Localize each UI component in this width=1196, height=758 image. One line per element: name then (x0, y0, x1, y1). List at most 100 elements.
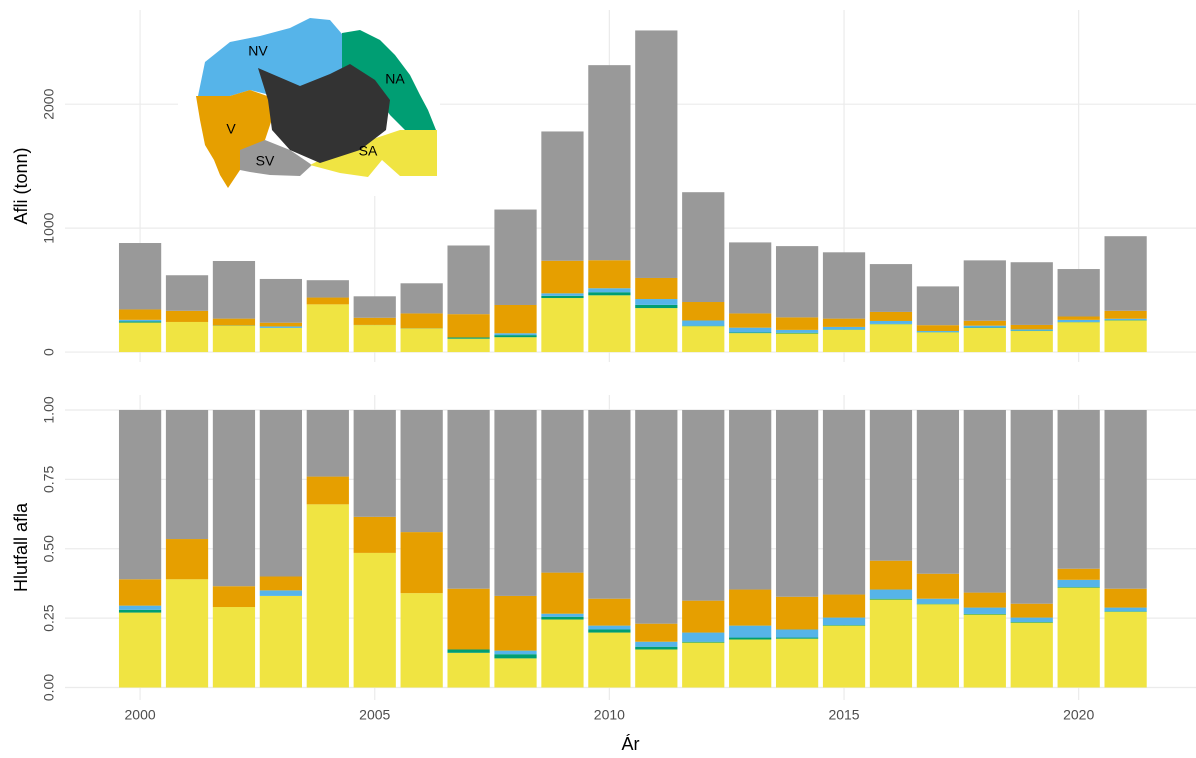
bar-segment (1010, 622, 1053, 688)
bar-segment (963, 409, 1006, 593)
y-tick-label: 0 (41, 348, 57, 356)
bar-segment (541, 295, 584, 299)
bar-segment (682, 192, 725, 303)
bar-segment (118, 612, 162, 688)
bar-segment (869, 599, 913, 688)
bar-segment (447, 649, 490, 653)
bar-segment (588, 409, 631, 599)
bar-segment (447, 337, 490, 339)
bar-segment (1010, 617, 1053, 623)
bar-segment (635, 409, 678, 624)
bar-segment (1010, 262, 1053, 325)
bar-segment (869, 320, 913, 324)
bar-segment (400, 328, 443, 353)
bar-segment (869, 598, 913, 600)
bar-segment (775, 637, 819, 639)
bar-segment (822, 625, 866, 626)
bar-segment (1010, 622, 1053, 623)
bar-segment (588, 65, 631, 261)
bar-segment (118, 243, 162, 310)
bar-segment (259, 590, 302, 596)
bar-segment (775, 596, 819, 630)
y-tick-label: 0.25 (41, 604, 57, 631)
bar-segment (447, 314, 490, 338)
bar-segment (963, 327, 1006, 353)
map-label: SA (359, 143, 378, 159)
bar-segment (869, 311, 913, 321)
bar-segment (400, 283, 443, 314)
y-tick-label: 0.00 (41, 674, 57, 701)
bar-segment (635, 646, 678, 650)
bar-segment (212, 325, 256, 353)
bar-segment (1057, 579, 1100, 588)
bar-segment (822, 252, 866, 319)
bar-segment (118, 309, 162, 320)
bar-segment (259, 327, 302, 353)
bar-segment (165, 275, 209, 311)
plots: 0 1000 2000 Afli (tonn) 2000 2005 2010 2015 2020… (11, 10, 1196, 754)
bar-segment (118, 579, 162, 606)
bar-segment (1057, 409, 1100, 569)
bar-segment (494, 335, 537, 338)
map-region (240, 140, 312, 176)
bar-segment (306, 304, 349, 353)
bar-segment (963, 320, 1006, 326)
map-center (258, 64, 390, 163)
bar-segment (682, 326, 725, 353)
bar-segment (635, 30, 678, 278)
bar-segment (306, 476, 349, 505)
bar-segment (259, 576, 302, 591)
bar-segment (635, 304, 678, 309)
bar-segment (635, 649, 678, 688)
bar-segment (541, 298, 584, 353)
map-label: NV (248, 43, 268, 59)
bar-segment (118, 319, 162, 322)
bar-segment (635, 277, 678, 300)
bar-segment (822, 625, 866, 688)
bar-segment (729, 589, 772, 626)
bar-segment (635, 623, 678, 642)
bar-segment (259, 409, 302, 577)
bar-segment (588, 292, 631, 296)
bar-segment (541, 131, 584, 261)
bar-segment (1104, 588, 1147, 608)
bar-segment (1104, 310, 1147, 319)
bar-segment (729, 327, 772, 333)
bar-segment (729, 332, 772, 334)
y-tick-label: 0.75 (41, 466, 57, 493)
bar-segment (1010, 324, 1053, 330)
bar-segment (775, 317, 819, 330)
bar-segment (353, 325, 396, 353)
bar-segment (1057, 587, 1100, 588)
bar-segment (1104, 236, 1147, 311)
bar-segment (729, 242, 772, 314)
bar-segment (729, 625, 772, 638)
bar-segment (775, 332, 819, 334)
bar-segment (353, 317, 396, 325)
bar-segment (869, 324, 913, 353)
map-label: V (226, 121, 236, 137)
bar-segment (353, 552, 396, 688)
y-axis-title: Hlutfall afla (11, 502, 31, 592)
bar-segment (1010, 331, 1053, 353)
map-label: NA (385, 71, 405, 87)
bar-segment (963, 607, 1006, 614)
bar-segment (541, 616, 584, 620)
bar-segment (775, 409, 819, 597)
bar-segment (963, 260, 1006, 321)
bar-segment (212, 607, 256, 688)
bar-segment (822, 409, 866, 595)
bar-segment (306, 280, 349, 298)
bar-segment (775, 329, 819, 333)
bar-segment (494, 658, 537, 688)
bar-segment (1104, 318, 1147, 321)
bar-segment (775, 246, 819, 318)
bar-segment (1104, 611, 1147, 612)
bar-segment (729, 313, 772, 328)
bar-segment (916, 603, 960, 605)
bar-segment (494, 304, 537, 334)
bar-segment (588, 295, 631, 353)
bar-segment (541, 619, 584, 688)
bar-segment (822, 326, 866, 330)
